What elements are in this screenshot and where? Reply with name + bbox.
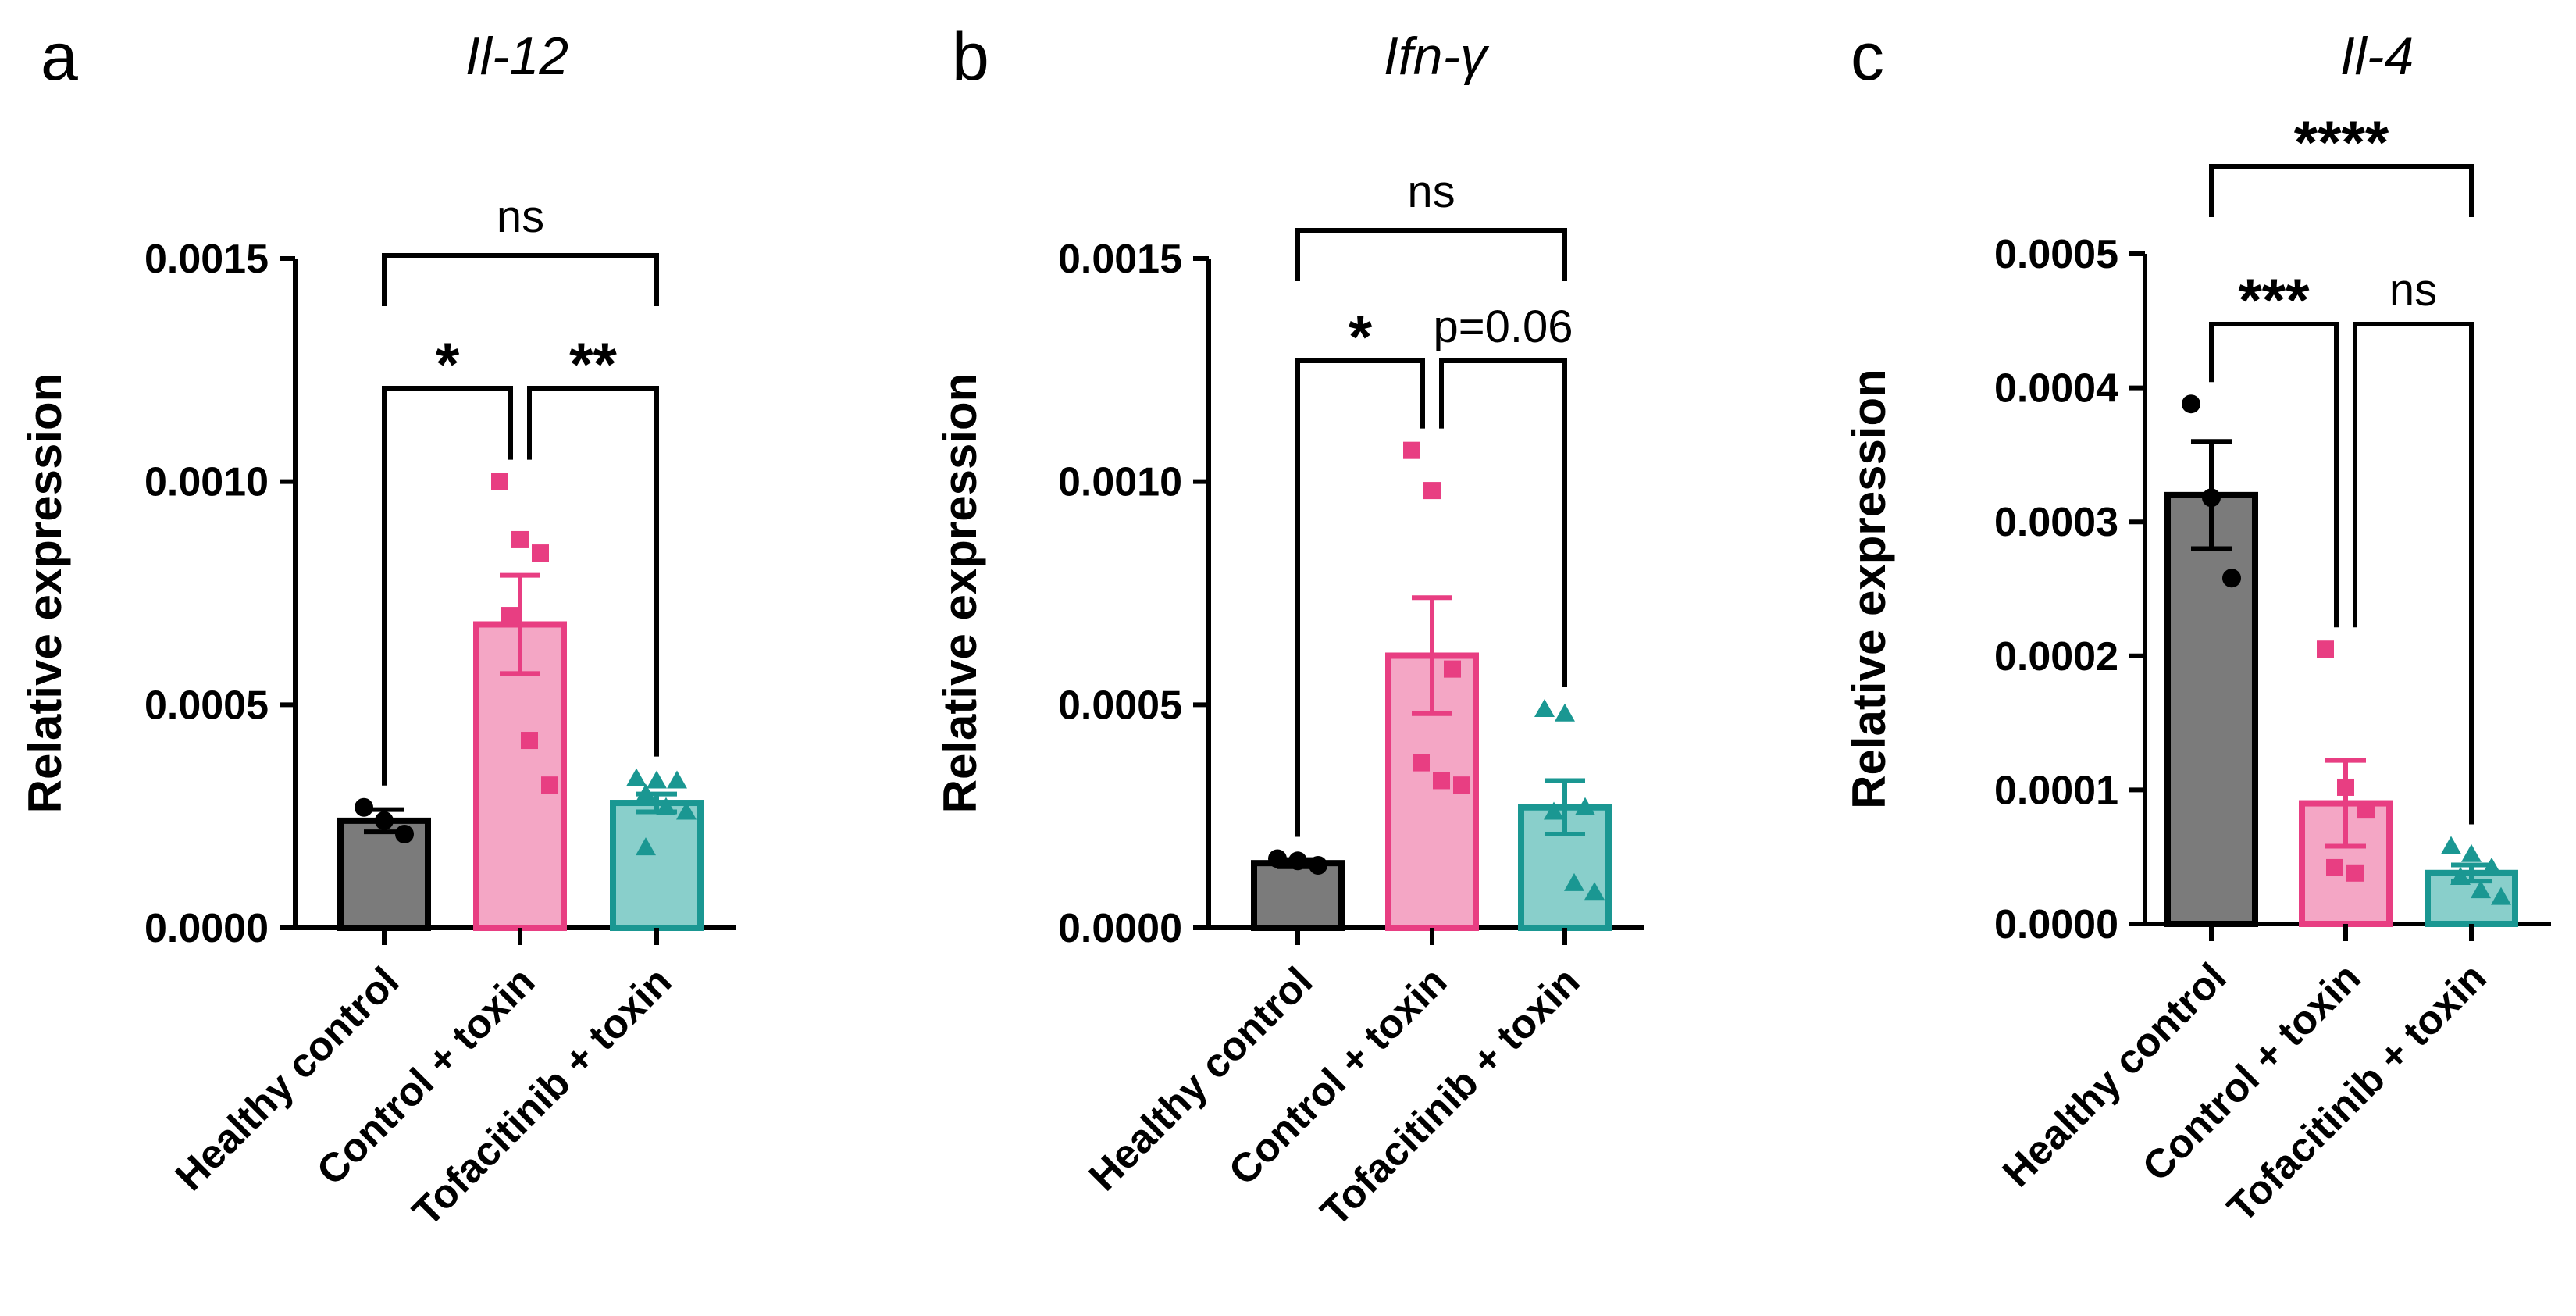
bar (337, 817, 431, 931)
y-tick-label: 0.0005 (1994, 232, 2118, 277)
data-point (2202, 488, 2221, 508)
y-tick-label: 0.0010 (144, 460, 269, 505)
data-point (647, 770, 667, 789)
data-point (395, 825, 414, 844)
y-tick-label: 0.0015 (1058, 237, 1182, 282)
data-point (2326, 858, 2343, 876)
significance-label: ns (2389, 265, 2437, 316)
y-tick-label: 0.0001 (1994, 768, 2118, 813)
data-point (1555, 703, 1575, 722)
data-point (2491, 886, 2511, 905)
y-tick-label: 0.0000 (144, 906, 269, 951)
data-point (2441, 836, 2461, 854)
bar (610, 800, 704, 931)
data-point (501, 607, 518, 625)
data-point (1453, 776, 1470, 794)
data-point (1433, 772, 1450, 790)
significance-label: p=0.06 (1433, 301, 1573, 352)
y-tick-label: 0.0000 (1058, 906, 1182, 951)
y-tick-label: 0.0002 (1994, 634, 2118, 679)
significance-label: ns (1407, 166, 1455, 217)
y-tick-label: 0.0015 (144, 237, 269, 282)
data-point (532, 544, 549, 562)
significance-bracket (382, 386, 513, 786)
data-point (667, 770, 687, 789)
bar (2164, 491, 2258, 927)
significance-bracket (2209, 322, 2339, 628)
data-point (2346, 864, 2364, 882)
data-point (355, 797, 373, 817)
data-point (1544, 801, 1564, 820)
data-point (636, 837, 656, 856)
data-point (2461, 843, 2482, 862)
data-point (2450, 866, 2471, 885)
panel-c: c Il-4 Relative expression 0.0000 0.0001 0.00… (1843, 20, 2551, 1231)
significance-label: * (436, 330, 460, 398)
significance-label: **** (2294, 108, 2389, 177)
data-point (626, 768, 647, 786)
significance-label: ns (497, 191, 544, 242)
data-point (2317, 640, 2334, 658)
panel-letter: b (952, 20, 989, 95)
panel-title: Ifn-γ (1384, 27, 1490, 86)
data-point (1413, 754, 1430, 772)
data-point (1268, 849, 1287, 868)
data-point (1584, 882, 1605, 901)
significance-bracket (2209, 164, 2474, 217)
data-point (521, 732, 538, 750)
data-point (1564, 872, 1584, 891)
panel-a: a Il-12 Relative expression 0.0000 0.0005 0.0… (19, 20, 736, 1235)
y-tick-label: 0.0003 (1994, 500, 2118, 545)
x-tick-label: Healthy control (1081, 958, 1322, 1200)
x-tick-label: Tofacitinib + toxin (1313, 958, 1589, 1235)
y-tick-label: 0.0010 (1058, 460, 1182, 505)
significance-bracket (1295, 228, 1567, 281)
significance-bracket (2353, 322, 2474, 825)
x-tick-label: Healthy control (1994, 954, 2236, 1196)
panel-title: Il-4 (2340, 27, 2414, 86)
data-point (1534, 699, 1555, 718)
y-axis-label: Relative expression (19, 373, 71, 814)
y-tick-label: 0.0000 (1994, 902, 2118, 947)
data-point (541, 776, 558, 794)
x-tick-label: Tofacitinib + toxin (404, 958, 681, 1235)
significance-bracket (1295, 358, 1425, 837)
y-tick-label: 0.0004 (1994, 366, 2118, 412)
significance-label: *** (2238, 266, 2310, 334)
y-axis-label: Relative expression (1843, 369, 1895, 809)
data-point (656, 797, 676, 815)
panel-title: Il-12 (465, 27, 568, 86)
data-point (636, 783, 656, 802)
significance-label: ** (569, 330, 617, 398)
data-point (1403, 441, 1420, 459)
y-axis-label: Relative expression (934, 373, 986, 814)
data-point (2182, 394, 2200, 414)
data-point (375, 811, 394, 830)
data-point (1423, 482, 1441, 500)
data-point (2482, 857, 2502, 876)
significance-bracket (527, 386, 659, 757)
data-point (676, 801, 697, 820)
data-point (2222, 569, 2241, 588)
significance-bracket (382, 253, 659, 306)
data-point (1575, 797, 1595, 815)
y-tick-label: 0.0005 (1058, 683, 1182, 728)
data-point (2337, 778, 2354, 796)
panel-b: b Ifn-γ Relative expression 0.0000 0.0005 0.0… (934, 20, 1644, 1235)
data-point (1288, 851, 1307, 871)
panel-letter: c (1851, 20, 1884, 95)
data-point (511, 530, 529, 548)
data-point (2471, 880, 2491, 899)
y-tick-label: 0.0005 (144, 683, 269, 728)
significance-bracket (1439, 358, 1567, 688)
significance-label: * (1349, 302, 1373, 371)
data-point (491, 473, 508, 490)
panel-letter: a (41, 20, 78, 95)
data-point (1309, 856, 1327, 876)
data-point (2357, 801, 2375, 819)
x-tick-label: Healthy control (167, 958, 408, 1200)
bar (1251, 860, 1345, 931)
data-point (1444, 660, 1461, 678)
